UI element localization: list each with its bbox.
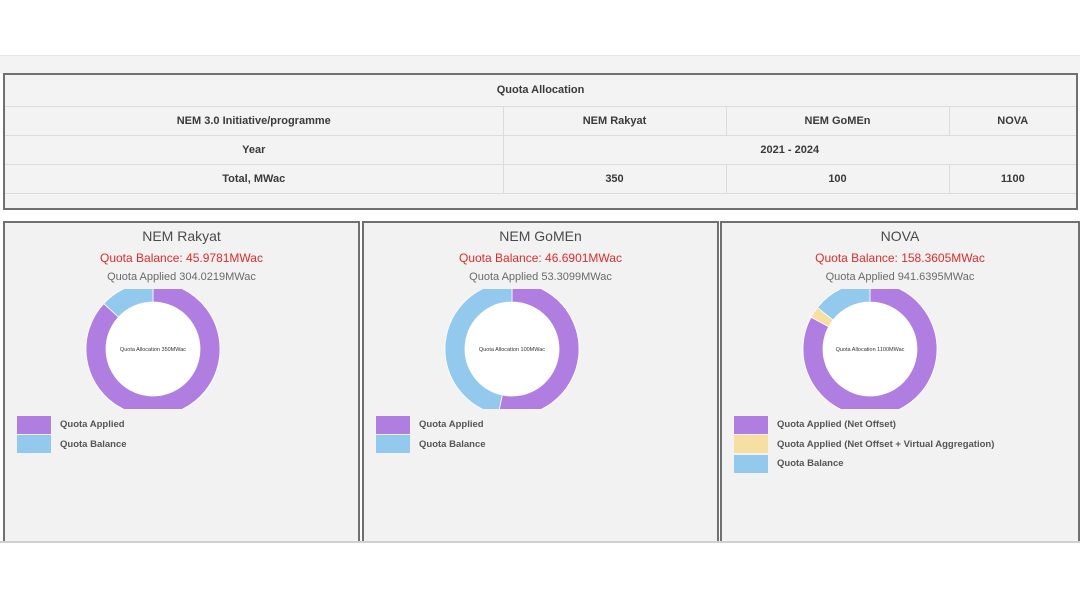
legend: Quota Applied Quota Balance [17, 415, 127, 454]
legend: Quota Applied (Net Offset) Quota Applied… [734, 415, 994, 474]
panel-title: NEM GoMEn [499, 228, 582, 244]
legend-label: Quota Applied [60, 419, 125, 431]
donut-hole [823, 302, 917, 396]
legend-label: Quota Balance [60, 438, 127, 450]
donut-chart-nova: Quota Allocation 1100MWac [802, 289, 938, 409]
total-nem-rakyat: 350 [503, 164, 727, 194]
column-nem-rakyat: NEM Rakyat [503, 106, 727, 136]
legend-item-balance: Quota Balance [376, 435, 486, 455]
quota-balance-text: Quota Balance: 46.6901MWac [459, 251, 622, 265]
legend-item-applied-virtual: Quota Applied (Net Offset + Virtual Aggr… [734, 435, 994, 455]
chart-panels: NEM Rakyat Quota Balance: 45.9781MWac Qu… [3, 221, 1080, 543]
quota-allocation-table: Quota Allocation NEM 3.0 Initiative/prog… [3, 73, 1078, 210]
quota-applied-text: Quota Applied 53.3099MWac [469, 271, 612, 283]
table-title: Quota Allocation [5, 75, 1077, 107]
legend-item-balance: Quota Balance [17, 435, 127, 455]
column-nem-gomen: NEM GoMEn [726, 106, 950, 136]
quota-balance-text: Quota Balance: 45.9781MWac [100, 251, 263, 265]
legend-label: Quota Applied (Net Offset + Virtual Aggr… [777, 438, 995, 450]
panel-nem-gomen: NEM GoMEn Quota Balance: 46.6901MWac Quo… [362, 221, 719, 543]
legend-item-balance: Quota Balance [734, 454, 994, 474]
legend-label: Quota Applied (Net Offset) [777, 419, 896, 431]
panel-nova: NOVA Quota Balance: 158.3605MWac Quota A… [720, 221, 1080, 543]
legend-swatch-balance [734, 454, 768, 473]
quota-applied-text: Quota Applied 304.0219MWac [107, 271, 256, 283]
panel-nem-rakyat: NEM Rakyat Quota Balance: 45.9781MWac Qu… [3, 221, 360, 543]
panel-title: NOVA [880, 228, 920, 244]
quota-balance-text: Quota Balance: 158.3605MWac [815, 251, 985, 265]
legend-swatch-balance [17, 435, 51, 454]
total-label: Total, MWac [5, 164, 504, 194]
legend: Quota Applied Quota Balance [376, 415, 486, 454]
donut-chart-nem-rakyat: Quota Allocation 350MWac [85, 289, 221, 409]
legend-label: Quota Balance [777, 458, 844, 470]
total-nova: 1100 [949, 164, 1077, 194]
column-nova: NOVA [949, 106, 1077, 136]
top-band [0, 55, 1080, 73]
legend-label: Quota Balance [419, 438, 486, 450]
panel-title: NEM Rakyat [142, 228, 221, 244]
legend-swatch-applied [17, 415, 51, 434]
legend-label: Quota Applied [419, 419, 484, 431]
donut-hole [106, 302, 200, 396]
legend-item-applied-net-offset: Quota Applied (Net Offset) [734, 415, 994, 435]
year-value: 2021 - 2024 [503, 135, 1077, 165]
year-label: Year [5, 135, 504, 165]
header-label: NEM 3.0 Initiative/programme [5, 106, 504, 136]
quota-applied-text: Quota Applied 941.6395MWac [825, 271, 975, 283]
legend-swatch-balance [376, 435, 410, 454]
donut-hole [465, 302, 559, 396]
center-label: Quota Allocation 1100MWac [836, 347, 905, 353]
total-nem-gomen: 100 [726, 164, 950, 194]
legend-item-applied: Quota Applied [376, 415, 486, 435]
center-label: Quota Allocation 350MWac [120, 347, 186, 353]
bottom-divider [0, 541, 1080, 543]
legend-swatch-applied [376, 415, 410, 434]
legend-swatch-applied [734, 415, 768, 434]
legend-swatch-virtual [734, 435, 768, 454]
legend-item-applied: Quota Applied [17, 415, 127, 435]
donut-chart-nem-gomen: Quota Allocation 100MWac [444, 289, 580, 409]
center-label: Quota Allocation 100MWac [479, 347, 545, 353]
